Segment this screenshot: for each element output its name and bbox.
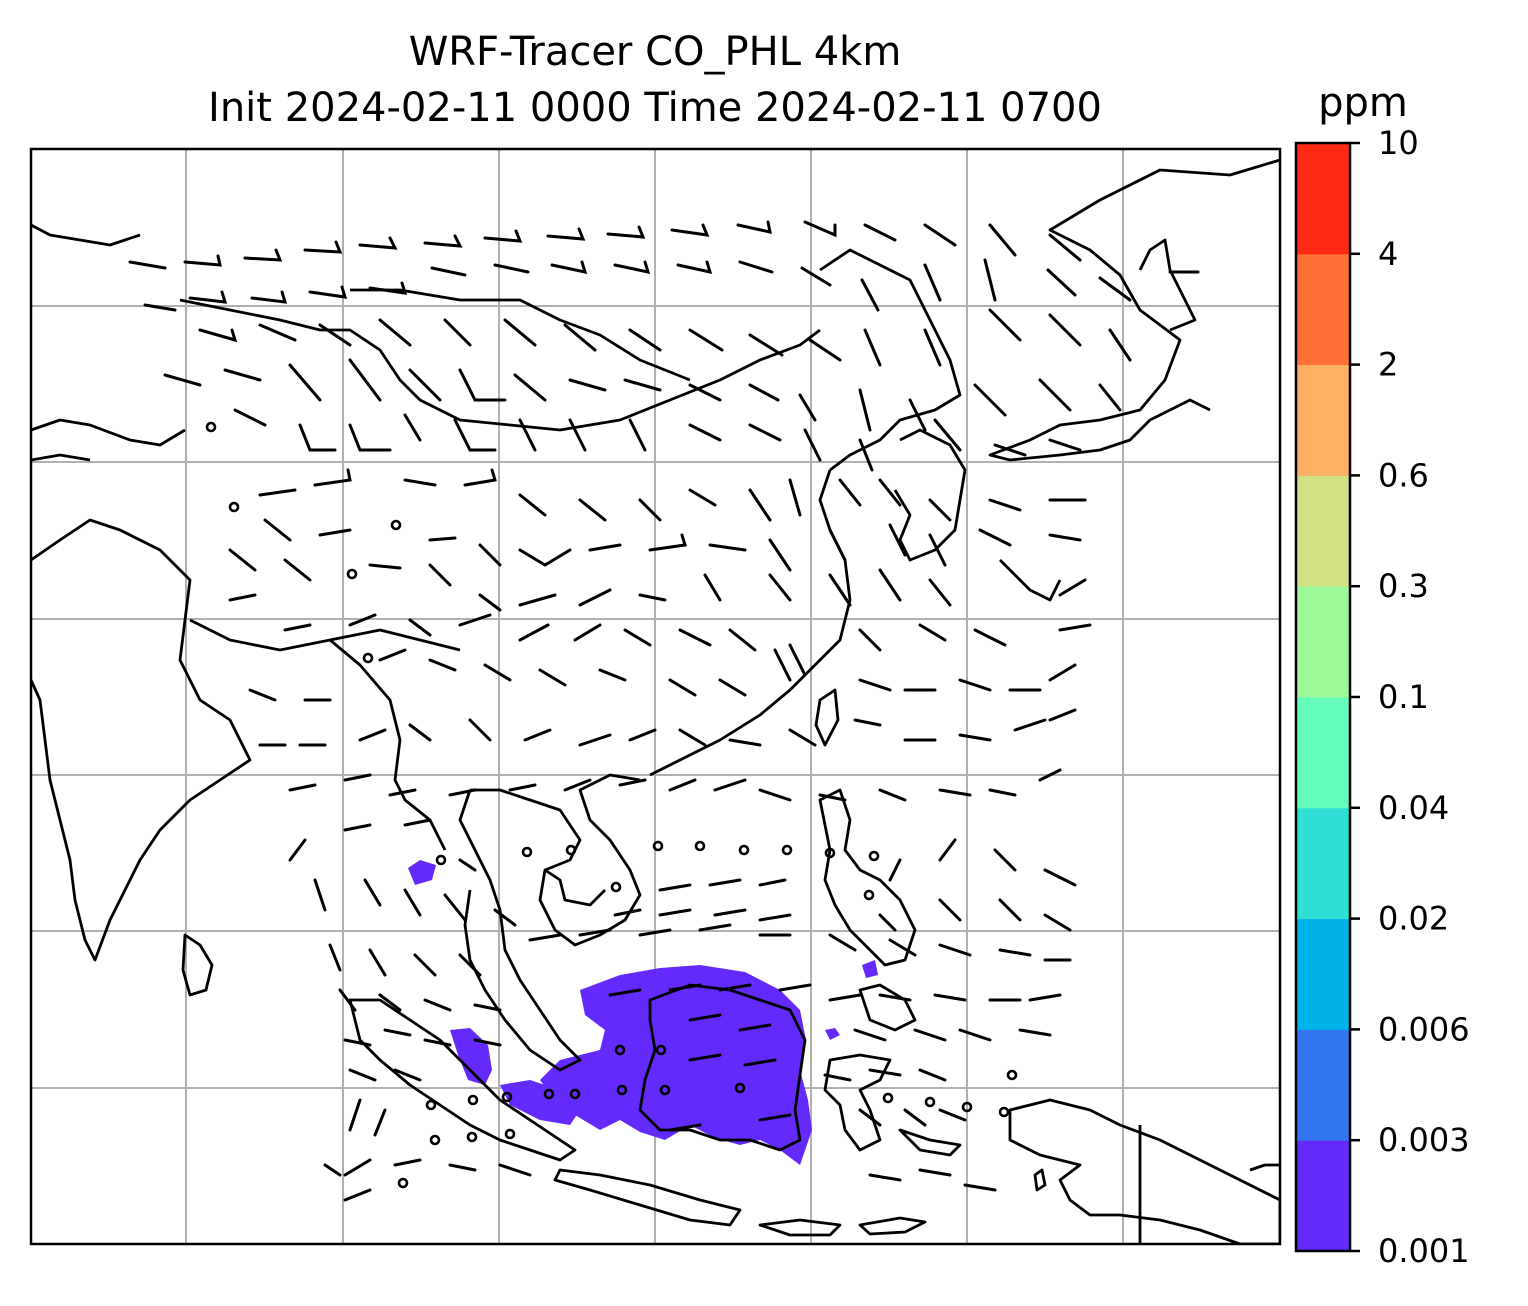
colorbar-segment [1296, 253, 1350, 366]
colorbar-tick-label: 0.3 [1378, 567, 1429, 605]
map-frame [29, 147, 1282, 1246]
colorbar-tick-label: 0.006 [1378, 1010, 1470, 1048]
colorbar-segment [1296, 918, 1350, 1030]
colorbar-tick-label: 0.001 [1378, 1232, 1470, 1270]
colorbar: 0.001 0.003 0.006 0.02 0.04 0.1 0.3 0.6 2 4 10 [1294, 124, 1470, 1270]
calm-wind-markers [205, 421, 1018, 1189]
colorbar-segment [1296, 807, 1350, 920]
colorbar-segment [1296, 364, 1350, 476]
colorbar-tick-label: 2 [1378, 346, 1398, 384]
colorbar-tick-label: 0.1 [1378, 678, 1429, 716]
colorbar-tick-label: 0.04 [1378, 789, 1449, 827]
colorbar-segment [1296, 1140, 1350, 1252]
colorbar-segment [1296, 697, 1350, 809]
map-title-line1: WRF-Tracer CO_PHL 4km [408, 29, 902, 75]
colorbar-tick-label: 0.6 [1378, 456, 1429, 494]
colorbar-tick-label: 0.003 [1378, 1121, 1470, 1159]
map-title-line2: Init 2024-02-11 0000 Time 2024-02-11 070… [208, 85, 1102, 131]
colorbar-segment [1296, 1029, 1350, 1141]
tracer-co-plume [408, 860, 878, 1165]
colorbar-segment [1296, 143, 1350, 255]
wind-barbs [128, 220, 1200, 1202]
colorbar-segment [1296, 475, 1350, 587]
colorbar-unit-label: ppm [1318, 80, 1408, 126]
colorbar-tick-label: 4 [1378, 235, 1398, 273]
colorbar-tick-label: 10 [1378, 124, 1419, 162]
colorbar-segment [1296, 586, 1350, 698]
colorbar-tick-label: 0.02 [1378, 900, 1449, 938]
coastlines [31, 158, 1280, 1244]
